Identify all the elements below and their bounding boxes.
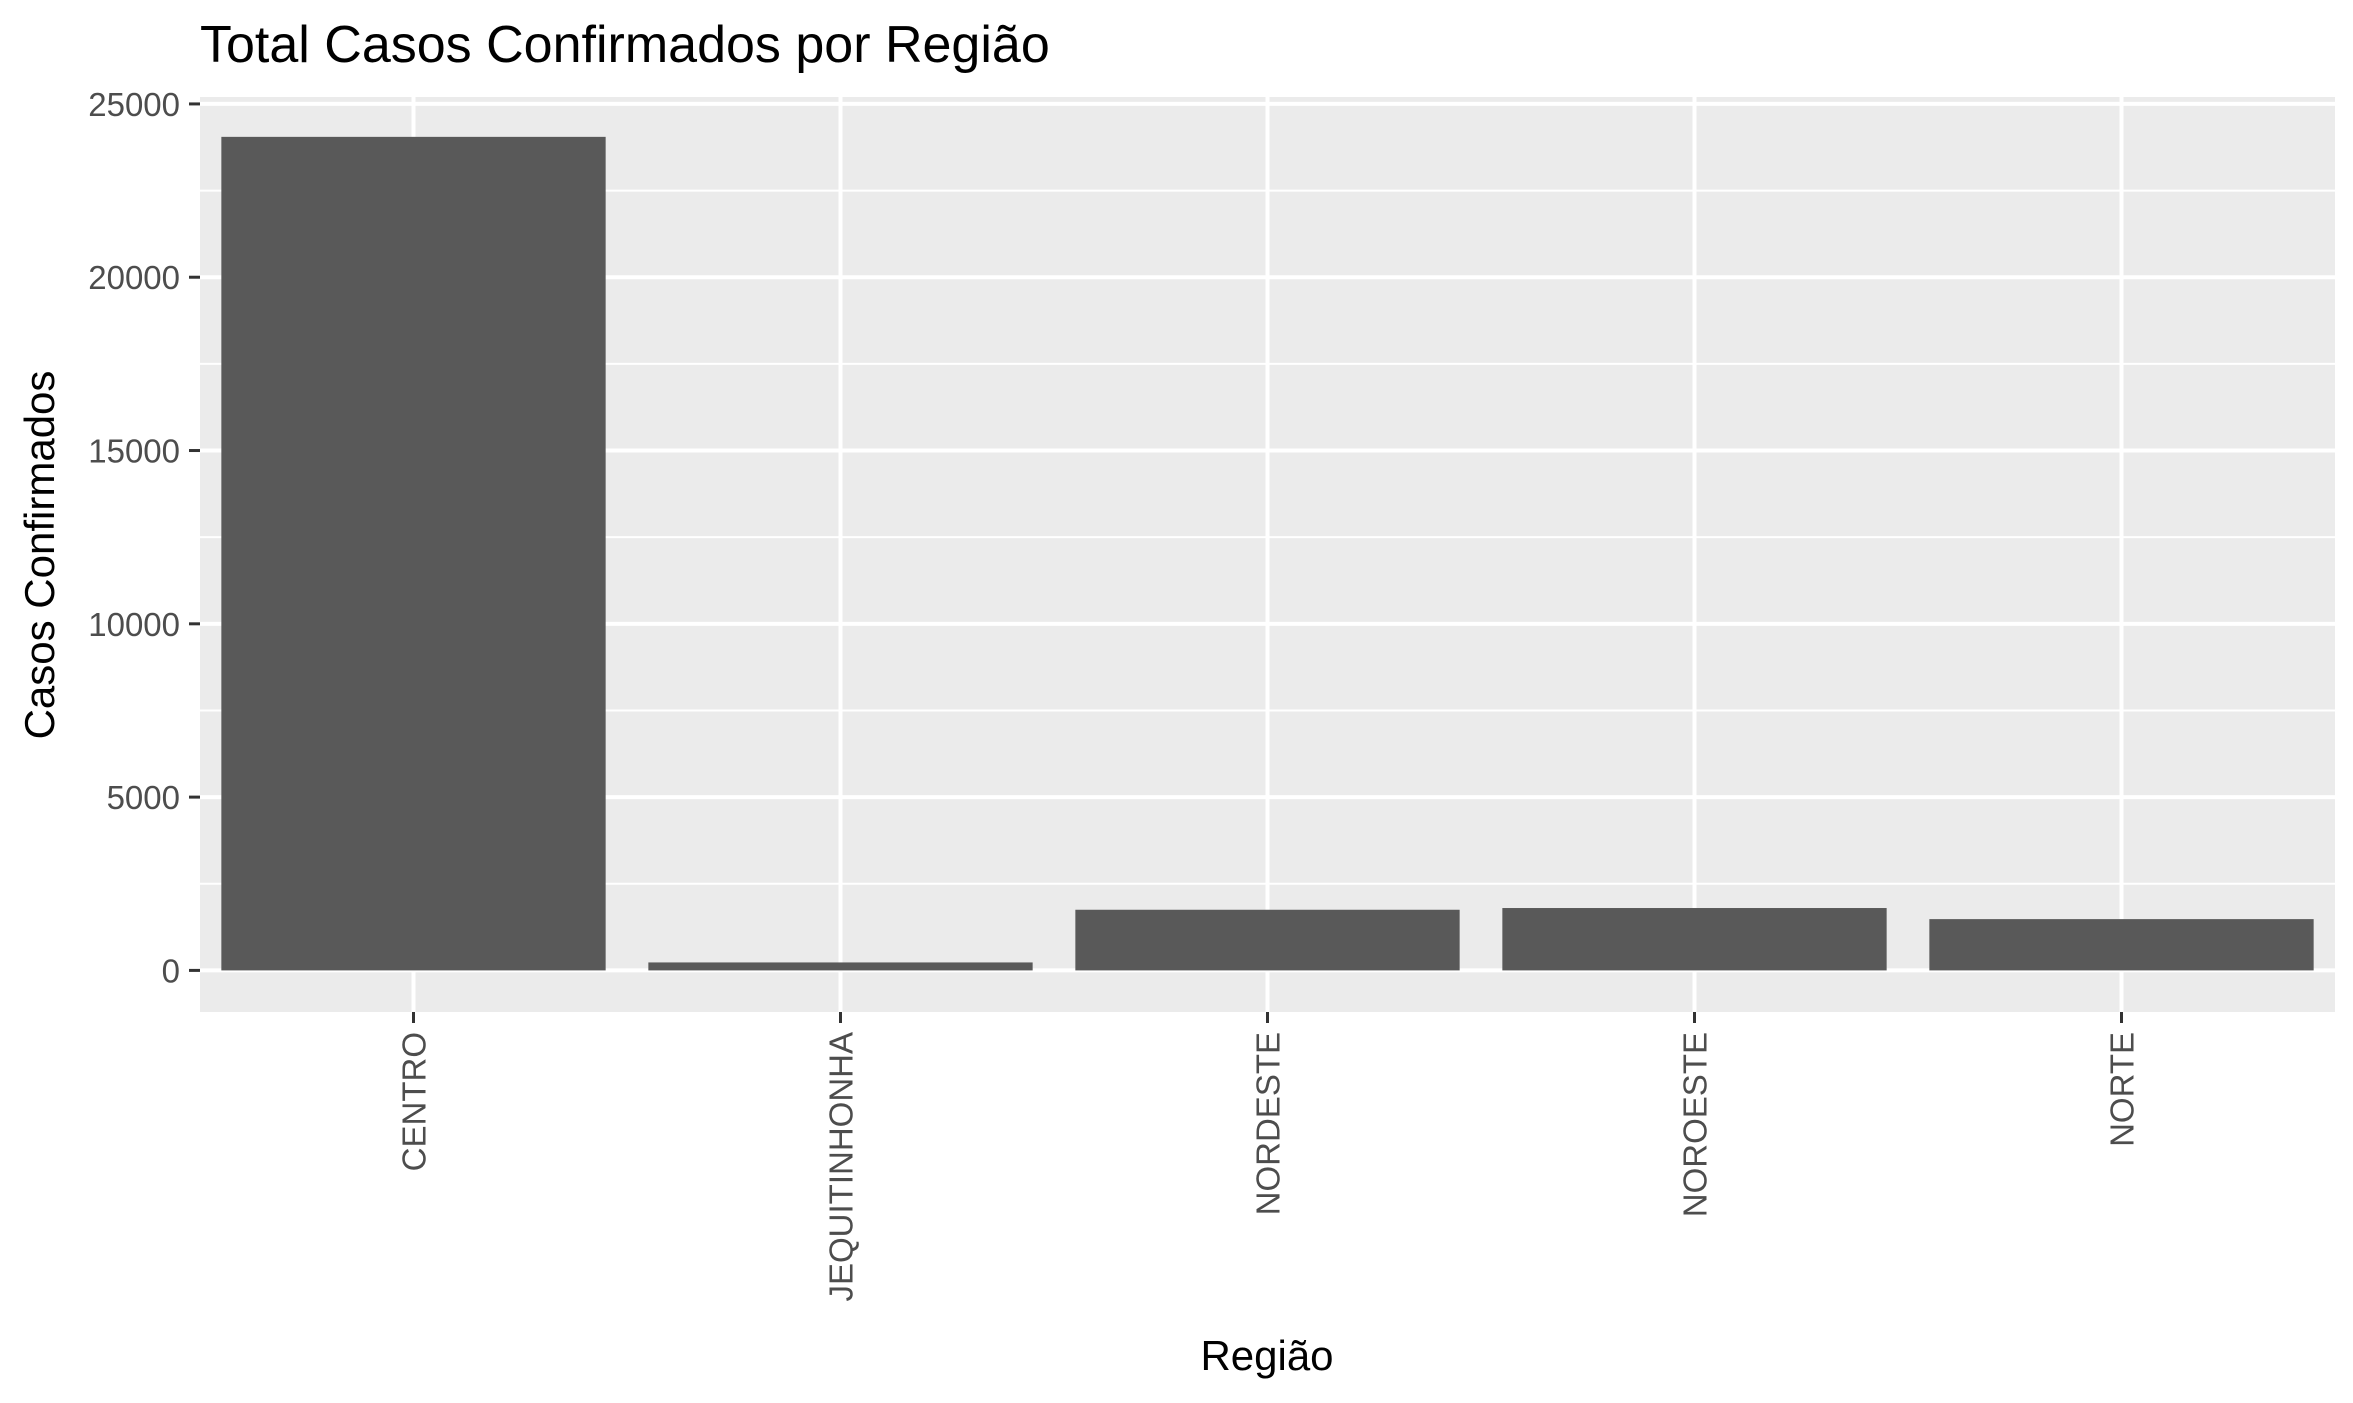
chart-title: Total Casos Confirmados por Região bbox=[200, 16, 1050, 74]
bar-noroeste bbox=[1502, 908, 1887, 971]
y-tick-label: 10000 bbox=[88, 606, 180, 643]
bars bbox=[221, 136, 2314, 971]
y-tick-label: 25000 bbox=[88, 86, 180, 123]
y-tick-label: 5000 bbox=[107, 779, 180, 816]
y-axis-title: Casos Confirmados bbox=[16, 371, 63, 740]
bar-nordeste bbox=[1075, 909, 1460, 971]
y-tick-label: 15000 bbox=[88, 433, 180, 470]
x-tick-label: NOROESTE bbox=[1677, 1032, 1714, 1217]
bar-jequitinhonha bbox=[648, 962, 1033, 971]
bar-norte bbox=[1929, 919, 2314, 971]
y-tick-label: 20000 bbox=[88, 259, 180, 296]
x-tick-label: CENTRO bbox=[396, 1032, 433, 1171]
y-axis: 0 5000 10000 15000 20000 25000 bbox=[88, 86, 200, 989]
x-tick-label: JEQUITINHONHA bbox=[823, 1032, 860, 1302]
y-tick-label: 0 bbox=[162, 952, 180, 989]
x-axis-title: Região bbox=[1200, 1332, 1333, 1379]
x-axis: CENTRO JEQUITINHONHA NORDESTE NOROESTE NORTE bbox=[396, 1012, 2141, 1302]
x-tick-label: NORDESTE bbox=[1250, 1032, 1287, 1215]
x-tick-label: NORTE bbox=[2104, 1032, 2141, 1147]
bar-centro bbox=[221, 136, 606, 971]
